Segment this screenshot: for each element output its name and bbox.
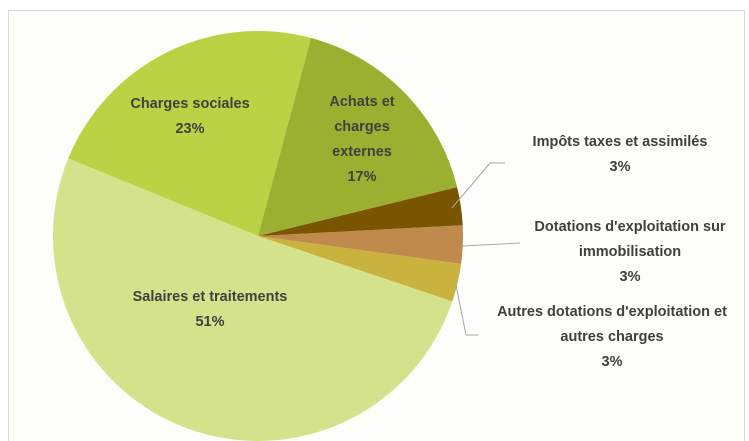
data-label: Dotations d'exploitation sur immobilisat… <box>528 215 733 290</box>
category-label: Dotations d'exploitation sur immobilisat… <box>534 219 726 260</box>
data-label: Charges sociales 23% <box>90 92 290 142</box>
pie-slice <box>258 37 458 237</box>
percent-label: 3% <box>619 269 641 285</box>
category-label: Impôts taxes et assimilés <box>532 134 708 150</box>
pie-slice <box>53 158 453 441</box>
percent-label: 17% <box>347 169 377 185</box>
leader-line <box>455 284 478 336</box>
category-label: Achats et charges externes <box>329 94 395 160</box>
percent-label: 3% <box>609 159 631 175</box>
leader-line <box>451 162 505 209</box>
category-label: Salaires et traitements <box>132 289 288 305</box>
data-label: Achats et charges externes 17% <box>312 90 412 190</box>
pie-slice <box>258 187 463 236</box>
pie-slice <box>68 31 312 236</box>
pie-slice <box>258 236 462 302</box>
category-label: Charges sociales <box>130 96 250 112</box>
data-label: Salaires et traitements 51% <box>75 285 345 335</box>
leader-line <box>461 242 521 247</box>
category-label: Autres dotations d'exploitation et autre… <box>497 304 727 345</box>
pie-slice <box>258 225 463 264</box>
percent-label: 3% <box>601 354 623 370</box>
percent-label: 23% <box>175 121 205 137</box>
percent-label: 51% <box>195 314 225 330</box>
data-label: Autres dotations d'exploitation et autre… <box>483 300 741 375</box>
data-label: Impôts taxes et assimilés 3% <box>500 130 740 180</box>
